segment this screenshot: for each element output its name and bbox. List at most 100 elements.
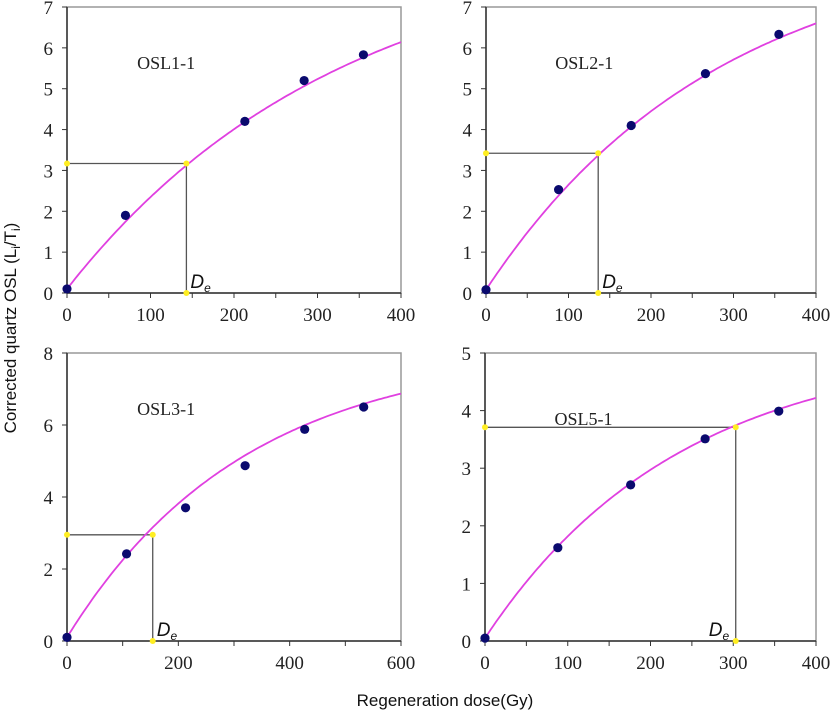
de-label: De	[190, 272, 211, 295]
plot-frame	[66, 6, 402, 294]
y-tick-label: 7	[44, 0, 54, 19]
data-point	[358, 50, 369, 60]
chart-panel-2: 0 1 2 3 4 5 6 7 0 100 200 300 400 De OSL2-1	[463, 0, 831, 326]
fit-curve	[485, 22, 817, 291]
x-tick-label: 400	[802, 653, 831, 674]
y-tick-label: 4	[44, 121, 54, 142]
x-tick-label: 400	[802, 305, 831, 326]
data-point	[554, 185, 564, 195]
y-tick-label: 2	[44, 560, 54, 581]
de-label: De	[709, 620, 730, 643]
y-tick-label: 2	[463, 202, 473, 223]
y-tick-label: 7	[463, 0, 473, 19]
y-tick-label: 6	[44, 416, 54, 437]
de-guide-lines	[485, 426, 737, 641]
y-tick-label: 0	[44, 632, 54, 653]
x-tick-label: 300	[719, 305, 748, 326]
de-marker	[183, 160, 190, 167]
x-tick-label: 200	[220, 305, 249, 326]
y-tick-label: 2	[44, 202, 54, 223]
y-tick-label: 0	[463, 284, 473, 305]
de-marker	[595, 150, 602, 157]
data-point	[62, 632, 72, 643]
y-tick-label: 6	[44, 39, 54, 60]
data-point	[481, 285, 491, 295]
y-tick-label: 8	[44, 344, 54, 365]
x-tick-label: 0	[62, 305, 72, 326]
y-tick-label: 5	[462, 344, 472, 365]
de-marker	[732, 424, 739, 431]
y-tick-label: 6	[463, 39, 473, 60]
data-point	[62, 284, 72, 294]
x-axis-title: Regeneration dose(Gy)	[357, 691, 534, 710]
plot-frame	[66, 352, 402, 642]
data-point	[300, 424, 310, 434]
data-point	[299, 75, 309, 86]
y-tick-label: 1	[462, 574, 472, 595]
y-tick-label: 1	[463, 243, 473, 264]
de-marker	[732, 638, 739, 644]
x-tick-label: 0	[480, 653, 490, 674]
x-tick-label: 200	[164, 653, 193, 674]
data-point	[626, 480, 636, 490]
y-tick-label: 4	[44, 488, 54, 509]
de-marker	[482, 424, 488, 431]
x-tick-label: 100	[136, 305, 165, 326]
x-tick-label: 300	[719, 653, 748, 674]
y-tick-label: 5	[463, 80, 473, 101]
data-point	[480, 633, 490, 643]
de-marker	[183, 290, 190, 296]
chart-panel-3: 0 2 4 6 8 0 200 400 600 De OSL3-1	[44, 344, 416, 674]
x-tick-label: 100	[554, 305, 583, 326]
de-guide-lines	[67, 162, 188, 293]
x-tick-label: 0	[62, 653, 72, 674]
x-tick-label: 0	[481, 305, 491, 326]
fit-curve	[66, 392, 402, 638]
x-tick-label: 200	[636, 653, 665, 674]
data-point	[774, 29, 784, 39]
fit-curve	[66, 41, 402, 290]
y-tick-label: 2	[462, 517, 472, 538]
de-marker	[149, 531, 156, 538]
y-tick-label: 3	[44, 161, 54, 182]
x-tick-label: 400	[275, 653, 304, 674]
fit-curve	[484, 397, 817, 639]
y-tick-label: 3	[463, 161, 473, 182]
data-point	[700, 434, 710, 444]
data-point	[121, 549, 132, 559]
panel-label: OSL3-1	[137, 399, 195, 419]
panel-label: OSL5-1	[555, 409, 613, 429]
y-tick-label: 1	[44, 243, 54, 264]
y-tick-label: 0	[44, 284, 54, 305]
data-point	[359, 402, 369, 412]
plot-frame	[484, 352, 817, 642]
x-tick-label: 600	[387, 653, 416, 674]
y-tick-label: 5	[44, 80, 54, 101]
x-tick-label: 400	[387, 305, 416, 326]
de-marker	[64, 531, 70, 538]
data-point	[553, 543, 563, 553]
de-label: De	[157, 620, 178, 643]
x-tick-label: 300	[303, 305, 332, 326]
data-point	[700, 68, 711, 79]
y-tick-label: 4	[463, 121, 473, 142]
de-guide-lines	[486, 152, 599, 293]
y-tick-label: 3	[462, 459, 472, 480]
x-tick-label: 100	[554, 653, 583, 674]
de-marker	[595, 290, 602, 296]
de-marker	[149, 638, 156, 644]
data-point	[626, 120, 636, 131]
data-point	[120, 210, 131, 220]
y-tick-label: 4	[462, 402, 472, 423]
de-marker	[64, 160, 70, 167]
x-tick-label: 200	[637, 305, 666, 326]
data-point	[774, 406, 784, 416]
de-marker	[483, 150, 489, 157]
y-axis-title: Corrected quartz OSL (Li/Ti)	[1, 223, 23, 434]
de-guide-lines	[67, 534, 154, 641]
chart-panel-1: 0 1 2 3 4 5 6 7 0 100 200 300 400 De OSL1-1	[44, 0, 416, 326]
panel-label: OSL2-1	[555, 53, 613, 73]
panel-label: OSL1-1	[137, 53, 195, 73]
